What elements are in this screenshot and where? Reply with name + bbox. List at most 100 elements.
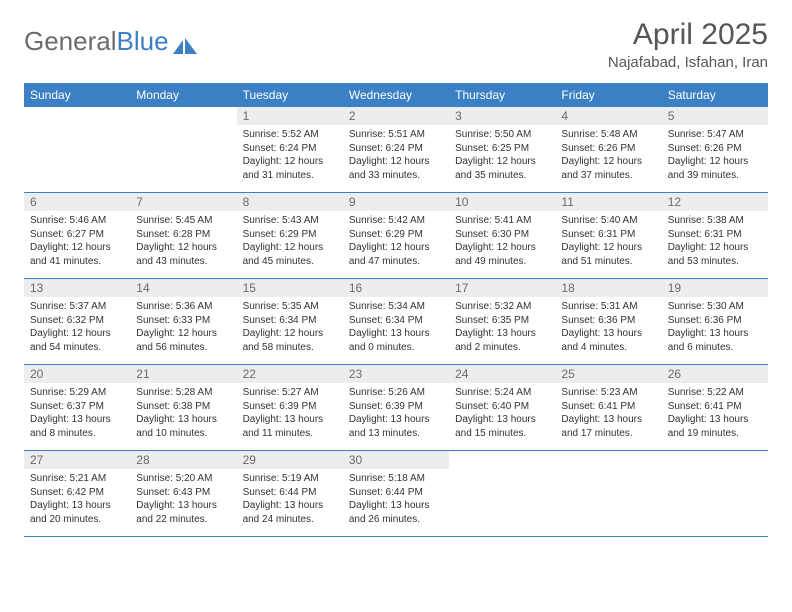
header: GeneralBlue April 2025 Najafabad, Isfaha… <box>24 18 768 71</box>
sunset-text: Sunset: 6:27 PM <box>30 228 124 242</box>
sunrise-text: Sunrise: 5:30 AM <box>668 300 762 314</box>
day-number: 19 <box>662 279 768 297</box>
sunrise-text: Sunrise: 5:29 AM <box>30 386 124 400</box>
daylight-text: Daylight: 13 hours and 15 minutes. <box>455 413 549 440</box>
calendar-cell: 1Sunrise: 5:52 AMSunset: 6:24 PMDaylight… <box>237 107 343 193</box>
logo: GeneralBlue <box>24 18 199 57</box>
sunset-text: Sunset: 6:34 PM <box>349 314 443 328</box>
sunset-text: Sunset: 6:38 PM <box>136 400 230 414</box>
sunrise-text: Sunrise: 5:36 AM <box>136 300 230 314</box>
calendar-cell: 14Sunrise: 5:36 AMSunset: 6:33 PMDayligh… <box>130 279 236 365</box>
daylight-text: Daylight: 12 hours and 53 minutes. <box>668 241 762 268</box>
day-details: Sunrise: 5:41 AMSunset: 6:30 PMDaylight:… <box>449 211 555 272</box>
daylight-text: Daylight: 12 hours and 49 minutes. <box>455 241 549 268</box>
day-number <box>24 107 130 111</box>
sunset-text: Sunset: 6:26 PM <box>668 142 762 156</box>
logo-sail-icon <box>171 32 199 52</box>
daylight-text: Daylight: 13 hours and 10 minutes. <box>136 413 230 440</box>
sunrise-text: Sunrise: 5:48 AM <box>561 128 655 142</box>
daylight-text: Daylight: 13 hours and 22 minutes. <box>136 499 230 526</box>
sunset-text: Sunset: 6:25 PM <box>455 142 549 156</box>
calendar-cell: 10Sunrise: 5:41 AMSunset: 6:30 PMDayligh… <box>449 193 555 279</box>
calendar-body: 1Sunrise: 5:52 AMSunset: 6:24 PMDaylight… <box>24 107 768 537</box>
sunrise-text: Sunrise: 5:21 AM <box>30 472 124 486</box>
day-details: Sunrise: 5:47 AMSunset: 6:26 PMDaylight:… <box>662 125 768 186</box>
calendar-cell: 27Sunrise: 5:21 AMSunset: 6:42 PMDayligh… <box>24 451 130 537</box>
daylight-text: Daylight: 12 hours and 39 minutes. <box>668 155 762 182</box>
calendar-cell <box>449 451 555 537</box>
sunrise-text: Sunrise: 5:18 AM <box>349 472 443 486</box>
day-details: Sunrise: 5:22 AMSunset: 6:41 PMDaylight:… <box>662 383 768 444</box>
day-number: 4 <box>555 107 661 125</box>
calendar-cell: 23Sunrise: 5:26 AMSunset: 6:39 PMDayligh… <box>343 365 449 451</box>
day-details: Sunrise: 5:38 AMSunset: 6:31 PMDaylight:… <box>662 211 768 272</box>
sunset-text: Sunset: 6:39 PM <box>243 400 337 414</box>
daylight-text: Daylight: 12 hours and 58 minutes. <box>243 327 337 354</box>
daylight-text: Daylight: 12 hours and 33 minutes. <box>349 155 443 182</box>
sunrise-text: Sunrise: 5:47 AM <box>668 128 762 142</box>
calendar-cell: 3Sunrise: 5:50 AMSunset: 6:25 PMDaylight… <box>449 107 555 193</box>
day-number: 21 <box>130 365 236 383</box>
sunset-text: Sunset: 6:36 PM <box>668 314 762 328</box>
daylight-text: Daylight: 13 hours and 19 minutes. <box>668 413 762 440</box>
day-number: 17 <box>449 279 555 297</box>
calendar-cell: 2Sunrise: 5:51 AMSunset: 6:24 PMDaylight… <box>343 107 449 193</box>
logo-text-part1: General <box>24 26 117 57</box>
day-details: Sunrise: 5:19 AMSunset: 6:44 PMDaylight:… <box>237 469 343 530</box>
sunrise-text: Sunrise: 5:43 AM <box>243 214 337 228</box>
calendar-cell: 12Sunrise: 5:38 AMSunset: 6:31 PMDayligh… <box>662 193 768 279</box>
daylight-text: Daylight: 13 hours and 17 minutes. <box>561 413 655 440</box>
day-number: 3 <box>449 107 555 125</box>
sunset-text: Sunset: 6:43 PM <box>136 486 230 500</box>
calendar-row: 27Sunrise: 5:21 AMSunset: 6:42 PMDayligh… <box>24 451 768 537</box>
calendar-table: SundayMondayTuesdayWednesdayThursdayFrid… <box>24 83 768 537</box>
day-details: Sunrise: 5:18 AMSunset: 6:44 PMDaylight:… <box>343 469 449 530</box>
calendar-cell: 24Sunrise: 5:24 AMSunset: 6:40 PMDayligh… <box>449 365 555 451</box>
day-details: Sunrise: 5:50 AMSunset: 6:25 PMDaylight:… <box>449 125 555 186</box>
calendar-cell: 28Sunrise: 5:20 AMSunset: 6:43 PMDayligh… <box>130 451 236 537</box>
day-number: 2 <box>343 107 449 125</box>
sunset-text: Sunset: 6:31 PM <box>668 228 762 242</box>
daylight-text: Daylight: 12 hours and 37 minutes. <box>561 155 655 182</box>
sunrise-text: Sunrise: 5:40 AM <box>561 214 655 228</box>
sunset-text: Sunset: 6:40 PM <box>455 400 549 414</box>
day-details: Sunrise: 5:20 AMSunset: 6:43 PMDaylight:… <box>130 469 236 530</box>
day-number: 28 <box>130 451 236 469</box>
day-details: Sunrise: 5:43 AMSunset: 6:29 PMDaylight:… <box>237 211 343 272</box>
sunrise-text: Sunrise: 5:31 AM <box>561 300 655 314</box>
day-details: Sunrise: 5:27 AMSunset: 6:39 PMDaylight:… <box>237 383 343 444</box>
daylight-text: Daylight: 12 hours and 43 minutes. <box>136 241 230 268</box>
sunset-text: Sunset: 6:32 PM <box>30 314 124 328</box>
calendar-row: 6Sunrise: 5:46 AMSunset: 6:27 PMDaylight… <box>24 193 768 279</box>
sunset-text: Sunset: 6:26 PM <box>561 142 655 156</box>
calendar-cell: 16Sunrise: 5:34 AMSunset: 6:34 PMDayligh… <box>343 279 449 365</box>
sunset-text: Sunset: 6:37 PM <box>30 400 124 414</box>
calendar-cell: 8Sunrise: 5:43 AMSunset: 6:29 PMDaylight… <box>237 193 343 279</box>
day-details: Sunrise: 5:42 AMSunset: 6:29 PMDaylight:… <box>343 211 449 272</box>
daylight-text: Daylight: 12 hours and 54 minutes. <box>30 327 124 354</box>
sunset-text: Sunset: 6:42 PM <box>30 486 124 500</box>
calendar-cell: 4 Sunrise: 5:48 AMSunset: 6:26 PMDaylight… <box>555 107 661 193</box>
day-number: 18 <box>555 279 661 297</box>
day-details: Sunrise: 5:45 AMSunset: 6:28 PMDaylight:… <box>130 211 236 272</box>
day-number: 15 <box>237 279 343 297</box>
weekday-header: Friday <box>555 84 661 107</box>
day-details: Sunrise: 5:40 AMSunset: 6:31 PMDaylight:… <box>555 211 661 272</box>
day-number: 30 <box>343 451 449 469</box>
sunrise-text: Sunrise: 5:46 AM <box>30 214 124 228</box>
calendar-cell: 15Sunrise: 5:35 AMSunset: 6:34 PMDayligh… <box>237 279 343 365</box>
day-details: Sunrise: 5:24 AMSunset: 6:40 PMDaylight:… <box>449 383 555 444</box>
day-number: 8 <box>237 193 343 211</box>
day-details: Sunrise: 5:51 AMSunset: 6:24 PMDaylight:… <box>343 125 449 186</box>
calendar-cell: 17Sunrise: 5:32 AMSunset: 6:35 PMDayligh… <box>449 279 555 365</box>
daylight-text: Daylight: 13 hours and 4 minutes. <box>561 327 655 354</box>
day-details: Sunrise: 5:52 AMSunset: 6:24 PMDaylight:… <box>237 125 343 186</box>
weekday-header: Monday <box>130 84 236 107</box>
day-number: 12 <box>662 193 768 211</box>
sunset-text: Sunset: 6:33 PM <box>136 314 230 328</box>
sunset-text: Sunset: 6:34 PM <box>243 314 337 328</box>
calendar-cell: 6Sunrise: 5:46 AMSunset: 6:27 PMDaylight… <box>24 193 130 279</box>
sunset-text: Sunset: 6:24 PM <box>349 142 443 156</box>
sunset-text: Sunset: 6:41 PM <box>668 400 762 414</box>
day-number: 22 <box>237 365 343 383</box>
